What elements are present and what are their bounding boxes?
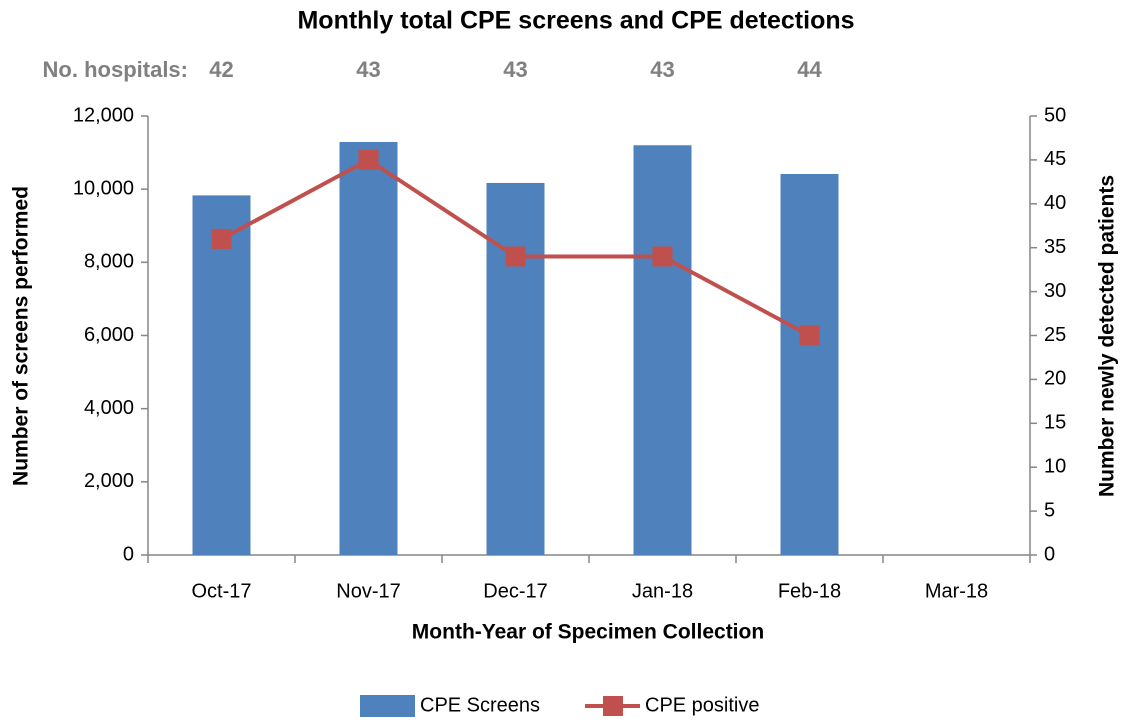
legend-marker xyxy=(603,696,623,716)
y-tick-label: 10,000 xyxy=(73,177,134,199)
y2-tick-label: 40 xyxy=(1044,192,1066,214)
y2-tick-label: 5 xyxy=(1044,499,1055,521)
hospital-count: 44 xyxy=(797,57,822,82)
chart-title: Monthly total CPE screens and CPE detect… xyxy=(297,7,854,35)
y2-tick-label: 35 xyxy=(1044,236,1066,258)
legend-label: CPE Screens xyxy=(420,694,540,716)
x-tick-label: Mar-18 xyxy=(925,580,988,602)
y2-axis-label: Number newly detected patients xyxy=(1096,175,1119,497)
y2-tick-label: 25 xyxy=(1044,324,1066,346)
x-axis-label: Month-Year of Specimen Collection xyxy=(412,621,764,644)
hospitals-label: No. hospitals: xyxy=(43,57,188,82)
x-tick-label: Oct-17 xyxy=(191,580,251,602)
bar xyxy=(339,141,398,555)
marker xyxy=(358,149,379,170)
y-tick-label: 8,000 xyxy=(84,251,134,273)
bar xyxy=(486,182,545,555)
y-tick-label: 4,000 xyxy=(84,397,134,419)
hospital-count: 43 xyxy=(356,57,380,82)
bar xyxy=(780,173,839,555)
y2-tick-label: 20 xyxy=(1044,368,1066,390)
bar xyxy=(192,195,251,555)
y-tick-label: 2,000 xyxy=(84,470,134,492)
hospital-count: 43 xyxy=(503,57,527,82)
marker xyxy=(505,246,526,267)
marker xyxy=(799,325,820,346)
bar xyxy=(633,145,692,555)
y-axis-label: Number of screens performed xyxy=(10,186,33,486)
x-tick-label: Dec-17 xyxy=(483,580,547,602)
y2-tick-label: 30 xyxy=(1044,280,1066,302)
marker xyxy=(652,246,673,267)
hospital-count: 43 xyxy=(650,57,674,82)
y2-tick-label: 15 xyxy=(1044,412,1066,434)
x-tick-label: Feb-18 xyxy=(778,580,841,602)
y-tick-label: 0 xyxy=(123,543,134,565)
y-tick-label: 6,000 xyxy=(84,324,134,346)
y2-tick-label: 10 xyxy=(1044,455,1066,477)
marker xyxy=(211,228,232,249)
x-tick-label: Nov-17 xyxy=(336,580,400,602)
legend-swatch xyxy=(360,695,415,717)
y-tick-label: 12,000 xyxy=(73,104,134,126)
y2-tick-label: 0 xyxy=(1044,543,1055,565)
legend-label: CPE positive xyxy=(645,694,760,716)
x-tick-label: Jan-18 xyxy=(632,580,693,602)
y2-tick-label: 45 xyxy=(1044,148,1066,170)
hospital-count: 42 xyxy=(209,57,233,82)
y2-tick-label: 50 xyxy=(1044,104,1066,126)
